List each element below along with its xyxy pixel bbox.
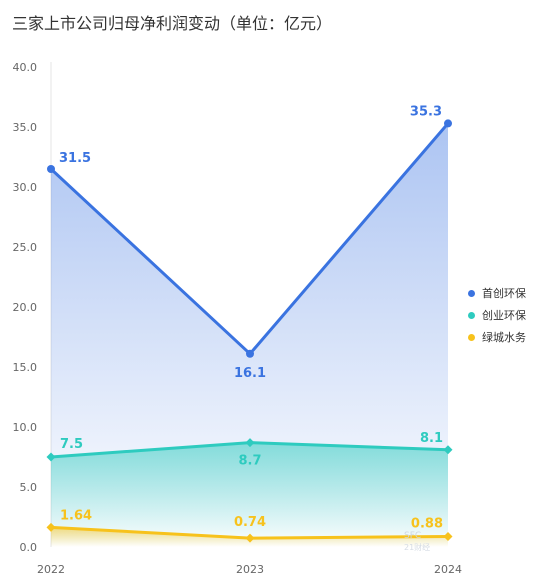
legend-marker-icon xyxy=(468,289,475,297)
data-label: 35.3 xyxy=(410,104,442,119)
series-area-2 xyxy=(51,527,448,547)
data-label: 31.5 xyxy=(59,151,91,166)
data-label: 8.7 xyxy=(238,454,261,469)
y-tick-label: 25.0 xyxy=(13,241,38,254)
y-tick-label: 30.0 xyxy=(13,181,38,194)
watermark-text: 21财经 xyxy=(404,543,431,552)
y-tick-label: 20.0 xyxy=(13,301,38,314)
legend-marker-icon xyxy=(468,311,475,319)
y-tick-label: 5.0 xyxy=(20,481,38,494)
legend-item-2[interactable]: 绿城水务 xyxy=(468,326,526,348)
data-point xyxy=(245,438,255,448)
legend-item-1[interactable]: 创业环保 xyxy=(468,304,526,326)
y-tick-label: 0.0 xyxy=(20,541,38,554)
data-point xyxy=(47,165,55,173)
legend-item-0[interactable]: 首创环保 xyxy=(468,282,526,304)
legend-label: 首创环保 xyxy=(482,287,526,300)
legend-label: 创业环保 xyxy=(482,309,526,322)
watermark: SFC 21财经 xyxy=(404,530,430,554)
y-tick-label: 10.0 xyxy=(13,421,38,434)
y-tick-label: 15.0 xyxy=(13,361,38,374)
chart-title: 三家上市公司归母净利润变动（单位：亿元） xyxy=(12,14,333,33)
series-area-1 xyxy=(51,442,448,547)
x-tick-label: 2024 xyxy=(434,563,462,576)
series-area-0 xyxy=(51,123,448,548)
data-label: 8.1 xyxy=(420,431,443,446)
data-point xyxy=(443,531,453,541)
x-tick-label: 2022 xyxy=(37,563,65,576)
data-label: 7.5 xyxy=(60,437,83,452)
data-point xyxy=(444,119,452,128)
legend-label: 绿城水务 xyxy=(482,331,526,344)
data-label: 0.74 xyxy=(234,515,266,530)
data-point xyxy=(46,452,56,462)
watermark-logo: SFC xyxy=(404,531,422,541)
data-point xyxy=(245,533,255,543)
legend-marker-icon xyxy=(468,333,475,341)
data-label: 16.1 xyxy=(234,366,266,381)
y-tick-label: 35.0 xyxy=(13,121,38,134)
data-point xyxy=(443,445,453,455)
data-label: 0.88 xyxy=(411,516,443,531)
data-point xyxy=(246,349,254,358)
y-tick-label: 40.0 xyxy=(13,61,38,74)
legend: 首创环保 创业环保 绿城水务 xyxy=(468,282,526,348)
data-point xyxy=(46,522,56,532)
data-label: 1.64 xyxy=(60,508,92,523)
x-tick-label: 2023 xyxy=(236,563,264,576)
